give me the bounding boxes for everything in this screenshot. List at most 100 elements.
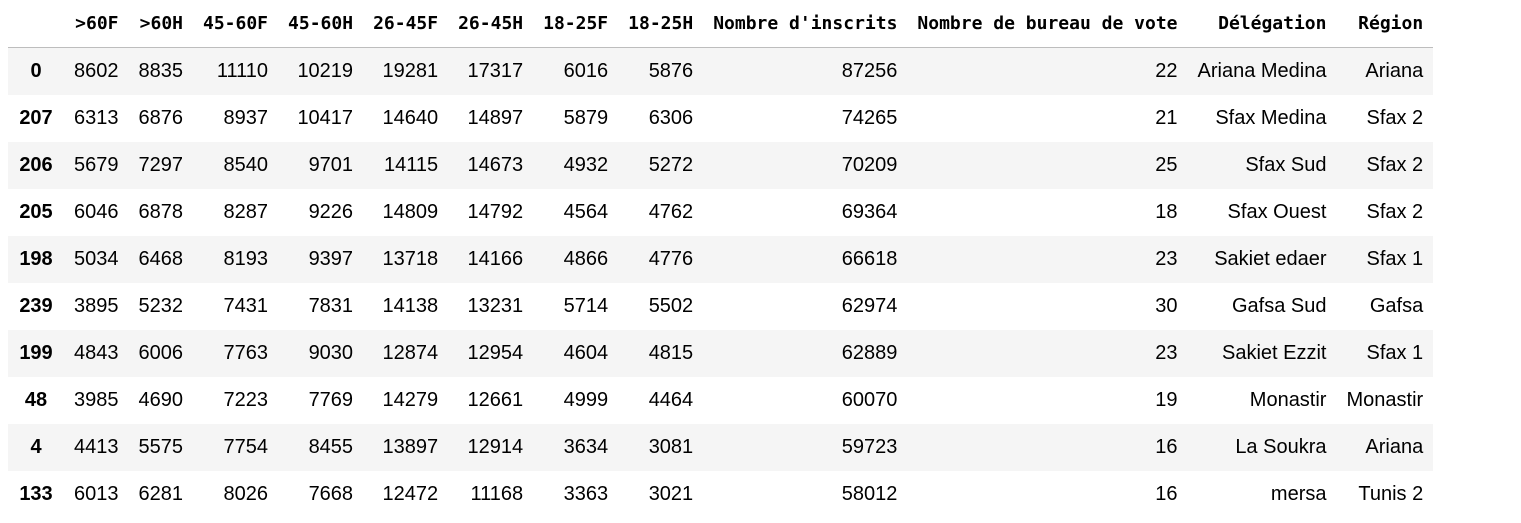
table-cell: Monastir: [1249, 389, 1327, 411]
table-cell: 23: [1155, 342, 1178, 364]
table-body: 0 8602 8835 11110 10219 19281 17317 6016 5876 872…: [8, 47, 1434, 518]
table-cell: 9701: [308, 154, 354, 176]
table-row: 239 3895 5232 7431 7831 14138 13231 5714 5502 629…: [8, 283, 1434, 330]
table-cell: 4866: [563, 248, 609, 270]
column-header: 26-45H: [448, 0, 534, 48]
index-header: [8, 0, 64, 48]
table-cell: 8193: [223, 248, 269, 270]
table-cell: 7431: [223, 295, 269, 317]
row-index: 198: [19, 248, 53, 270]
table-cell: 9030: [308, 342, 354, 364]
table-cell: 12914: [467, 436, 524, 458]
table-cell: 69364: [841, 201, 898, 223]
table-cell: Ariana Medina: [1197, 60, 1327, 82]
table-cell: 16: [1155, 436, 1178, 458]
table-cell: 7831: [308, 295, 354, 317]
column-header: 45-60H: [278, 0, 364, 48]
table-cell: 17317: [467, 60, 524, 82]
table-cell: Sfax Ouest: [1227, 201, 1327, 223]
table-cell: 4464: [648, 389, 694, 411]
table-cell: 6013: [74, 483, 119, 505]
column-header: >60F: [64, 0, 129, 48]
table-row: 133 6013 6281 8026 7668 12472 11168 3363 3021 580…: [8, 471, 1434, 518]
table-cell: 6876: [138, 107, 184, 129]
table-cell: 6281: [138, 483, 184, 505]
table-cell: Tunis 2: [1358, 483, 1424, 505]
table-cell: 30: [1155, 295, 1178, 317]
table-cell: 4815: [648, 342, 694, 364]
table-cell: 12661: [467, 389, 524, 411]
table-cell: 4690: [138, 389, 184, 411]
table-cell: 7297: [138, 154, 184, 176]
table-cell: 3363: [563, 483, 609, 505]
table-cell: 7223: [223, 389, 269, 411]
table-cell: 3021: [648, 483, 694, 505]
row-index: 0: [30, 60, 42, 82]
row-index: 199: [19, 342, 53, 364]
table-cell: Gafsa Sud: [1231, 295, 1327, 317]
table-cell: 5272: [648, 154, 694, 176]
table-row: 0 8602 8835 11110 10219 19281 17317 6016 5876 872…: [8, 47, 1434, 95]
table-cell: 22: [1155, 60, 1178, 82]
table-cell: 6046: [74, 201, 119, 223]
table-cell: 16: [1155, 483, 1178, 505]
table-cell: 4776: [648, 248, 694, 270]
column-header: Délégation: [1187, 0, 1337, 48]
table-cell: 9226: [308, 201, 354, 223]
table-cell: Sfax 1: [1366, 248, 1424, 270]
table-cell: 5879: [563, 107, 609, 129]
table-cell: Sfax Medina: [1215, 107, 1327, 129]
table-cell: 6306: [648, 107, 694, 129]
table-cell: 14640: [382, 107, 439, 129]
table-cell: Ariana: [1365, 60, 1424, 82]
table-cell: Sakiet Ezzit: [1222, 342, 1327, 364]
table-cell: 5876: [648, 60, 694, 82]
table-cell: 8602: [74, 60, 119, 82]
table-cell: 14809: [382, 201, 439, 223]
table-cell: 4932: [563, 154, 609, 176]
table-cell: 23: [1155, 248, 1178, 270]
table-cell: 6468: [138, 248, 184, 270]
header-row: >60F >60H 45-60F 45-60H 26-45F 26-45H 18-25F 18…: [8, 0, 1434, 48]
table-cell: 7668: [308, 483, 354, 505]
table-cell: 59723: [841, 436, 898, 458]
table-cell: 66618: [841, 248, 898, 270]
table-cell: 5714: [563, 295, 609, 317]
table-cell: 9397: [308, 248, 354, 270]
table-header: >60F >60H 45-60F 45-60H 26-45F 26-45H 18-25F 18…: [8, 0, 1434, 48]
table-cell: 7763: [223, 342, 269, 364]
table-cell: 19281: [382, 60, 439, 82]
table-cell: Sakiet edaer: [1214, 248, 1327, 270]
table-cell: Ariana: [1365, 436, 1424, 458]
column-header: >60H: [128, 0, 193, 48]
dataframe-table: >60F >60H 45-60F 45-60H 26-45F 26-45H 18-25F 18…: [8, 0, 1434, 518]
table-cell: 6878: [138, 201, 184, 223]
row-index: 4: [30, 436, 42, 458]
table-cell: 6313: [74, 107, 119, 129]
table-cell: Sfax 1: [1366, 342, 1424, 364]
table-cell: 58012: [841, 483, 898, 505]
table-cell: 12954: [467, 342, 524, 364]
column-header: 18-25H: [618, 0, 704, 48]
table-cell: 62889: [841, 342, 898, 364]
table-row: 48 3985 4690 7223 7769 14279 12661 4999 4464 6007…: [8, 377, 1434, 424]
table-cell: 11110: [216, 60, 269, 82]
table-cell: 70209: [841, 154, 898, 176]
table-cell: 21: [1155, 107, 1178, 129]
table-row: 4 4413 5575 7754 8455 13897 12914 3634 3081 59723…: [8, 424, 1434, 471]
table-cell: 13897: [382, 436, 439, 458]
table-row: 207 6313 6876 8937 10417 14640 14897 5879 6306 74…: [8, 95, 1434, 142]
table-cell: 14138: [382, 295, 439, 317]
table-cell: 6006: [138, 342, 184, 364]
table-cell: 18: [1155, 201, 1178, 223]
table-cell: 7754: [223, 436, 269, 458]
table-cell: 13231: [467, 295, 524, 317]
table-cell: 4604: [563, 342, 609, 364]
table-cell: 14673: [467, 154, 524, 176]
table-cell: 4413: [74, 436, 119, 458]
table-cell: 19: [1155, 389, 1178, 411]
table-cell: 14792: [467, 201, 524, 223]
table-cell: 5232: [138, 295, 184, 317]
table-cell: 62974: [841, 295, 898, 317]
row-index: 205: [19, 201, 53, 223]
